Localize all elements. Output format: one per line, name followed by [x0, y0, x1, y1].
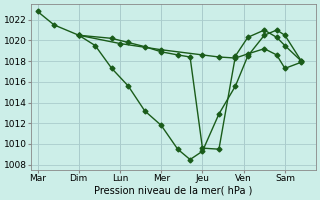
X-axis label: Pression niveau de la mer( hPa ): Pression niveau de la mer( hPa ): [94, 186, 253, 196]
